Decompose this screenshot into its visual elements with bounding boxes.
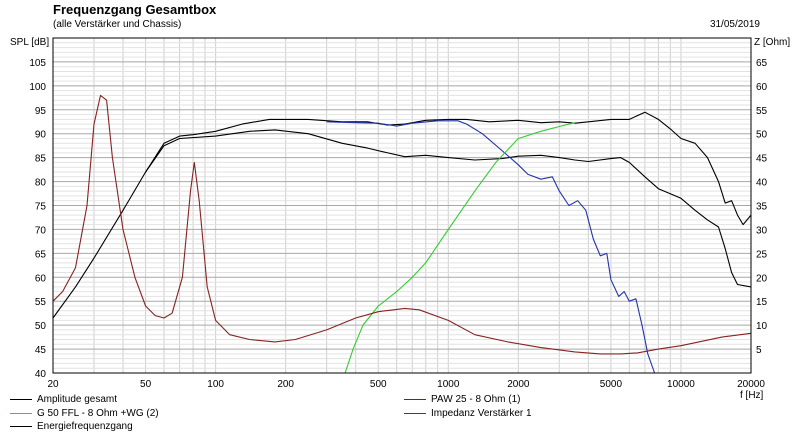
x-tick-label: 200 xyxy=(277,379,294,390)
legend-label: Energiefrequenzgang xyxy=(37,421,133,432)
y-left-tick-label: 65 xyxy=(35,249,47,260)
chart-subtitle: (alle Verstärker und Chassis) xyxy=(53,19,182,30)
y-left-tick-label: 55 xyxy=(35,297,47,308)
series-line-amplitude-gesamt xyxy=(52,111,752,319)
series-line-energiefrequenzgang xyxy=(145,129,752,288)
x-tick-label: 500 xyxy=(370,379,387,390)
legend-swatch xyxy=(404,413,426,414)
chart-title: Frequenzgang Gesamtbox xyxy=(53,2,217,17)
plot-frame xyxy=(52,37,752,374)
major-grid xyxy=(53,37,751,374)
y-right-tick-label: 40 xyxy=(756,178,768,189)
y-left-tick-label: 100 xyxy=(29,82,46,93)
y-left-tick-label: 45 xyxy=(35,345,47,356)
y-axis-left-label: SPL [dB] xyxy=(10,37,50,48)
x-tick-label: 20 xyxy=(47,379,59,390)
y-right-tick-label: 45 xyxy=(756,154,768,165)
legend-item-amplitude-gesamt: Amplitude gesamt xyxy=(10,394,117,405)
legend-item-paw25: PAW 25 - 8 Ohm (1) xyxy=(404,394,520,405)
y-right-tick-label: 5 xyxy=(756,345,762,356)
y-left-tick-label: 75 xyxy=(35,202,47,213)
y-right-tick-label: 30 xyxy=(756,225,768,236)
legend-label: PAW 25 - 8 Ohm (1) xyxy=(431,394,521,405)
y-left-tick-label: 95 xyxy=(35,106,47,117)
chart-date: 31/05/2019 xyxy=(709,19,760,30)
legend-label: G 50 FFL - 8 Ohm +WG (2) xyxy=(37,408,159,419)
x-axis-label: f [Hz] xyxy=(740,390,764,401)
y-right-tick-label: 55 xyxy=(756,106,768,117)
x-tick-label: 5000 xyxy=(600,379,623,390)
legend-swatch xyxy=(10,413,32,414)
legend-swatch xyxy=(10,426,32,427)
y-right-tick-label: 60 xyxy=(756,82,768,93)
y-left-tick-label: 40 xyxy=(35,369,47,380)
legend-label: Impedanz Verstärker 1 xyxy=(431,408,532,419)
legend-label: Amplitude gesamt xyxy=(37,394,118,405)
y-right-tick-label: 35 xyxy=(756,202,768,213)
y-left-tick-label: 105 xyxy=(29,58,46,69)
legend-swatch xyxy=(10,399,32,400)
legend-swatch xyxy=(404,399,426,400)
y-left-tick-label: 80 xyxy=(35,178,47,189)
x-tick-label: 1000 xyxy=(437,379,460,390)
series-line-paw-25-8-ohm-1 xyxy=(326,120,751,374)
y-left-tick-label: 85 xyxy=(35,154,47,165)
x-tick-label: 10000 xyxy=(667,379,695,390)
y-right-tick-label: 65 xyxy=(756,58,768,69)
tick-labels: 20 50 100 200 500 1000 2000 5000 10000 20000 40 45 5… xyxy=(29,58,767,390)
y-right-tick-label: 50 xyxy=(756,130,768,141)
y-right-tick-label: 10 xyxy=(756,321,768,332)
curves xyxy=(52,94,752,374)
y-left-tick-label: 90 xyxy=(35,130,47,141)
y-right-tick-label: 25 xyxy=(756,249,768,260)
y-right-tick-label: 20 xyxy=(756,273,768,284)
series-line-impedanz-verst-rker-1 xyxy=(52,94,752,355)
legend-item-energiefrequenzgang: Energiefrequenzgang xyxy=(10,421,133,432)
y-left-tick-label: 60 xyxy=(35,273,47,284)
series-line-g-50-ffl-8-ohm-wg-2 xyxy=(53,122,576,374)
y-axis-right-label: Z [Ohm] xyxy=(754,37,791,48)
y-left-tick-label: 70 xyxy=(35,225,47,236)
legend-item-g50: G 50 FFL - 8 Ohm +WG (2) xyxy=(10,408,159,419)
y-left-tick-label: 50 xyxy=(35,321,47,332)
x-tick-label: 50 xyxy=(140,379,152,390)
x-tick-label: 20000 xyxy=(737,379,765,390)
legend-item-impedanz: Impedanz Verstärker 1 xyxy=(404,408,532,419)
x-tick-label: 100 xyxy=(207,379,224,390)
y-right-tick-label: 15 xyxy=(756,297,768,308)
x-tick-label: 2000 xyxy=(507,379,530,390)
